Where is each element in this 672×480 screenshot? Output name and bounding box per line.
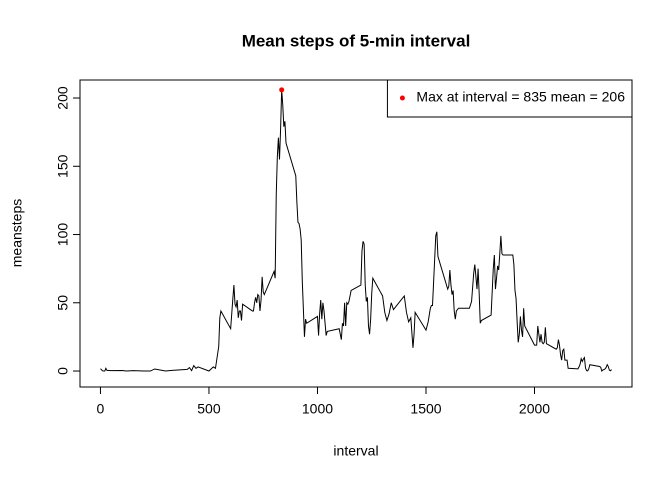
y-tick-label: 0 [55,367,71,375]
data-line [100,89,612,372]
x-tick-label: 2000 [519,401,550,417]
chart-title: Mean steps of 5-min interval [242,31,471,50]
x-axis-label: interval [333,443,378,459]
y-tick-label: 50 [55,295,71,311]
x-tick-label: 1000 [302,401,333,417]
legend-box [386,79,633,118]
legend-label: Max at interval = 835 mean = 206 [416,89,625,105]
legend-marker [399,95,405,101]
x-tick-label: 500 [197,401,221,417]
x-tick-label: 1500 [410,401,441,417]
plot-box [79,79,633,388]
y-tick-label: 150 [55,154,71,178]
y-tick-label: 200 [55,86,71,110]
y-axis-label: meansteps [9,199,25,267]
x-tick-label: 0 [97,401,105,417]
max-point [279,87,285,93]
y-tick-label: 100 [55,223,71,247]
